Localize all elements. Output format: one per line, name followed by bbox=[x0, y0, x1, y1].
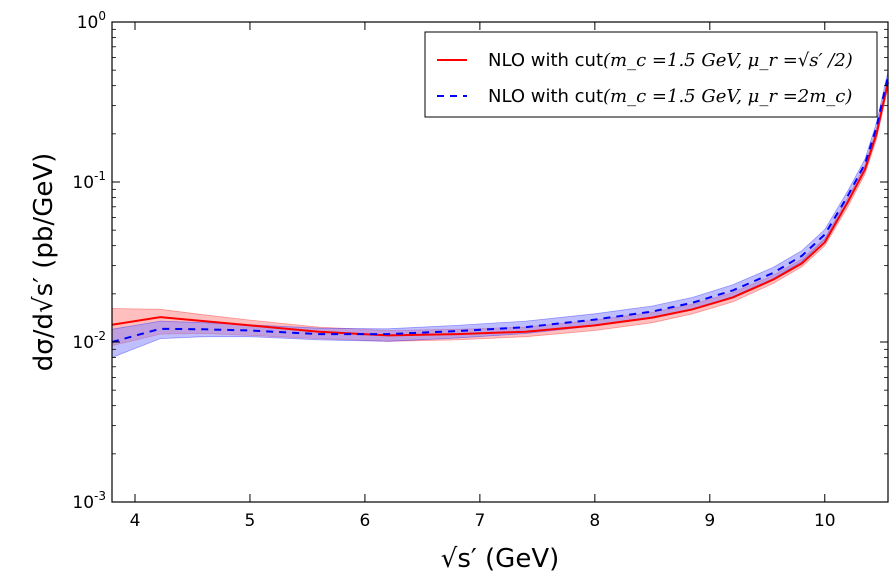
series-line-1 bbox=[111, 75, 889, 343]
x-tick-label: 6 bbox=[360, 511, 371, 531]
x-tick-label: 10 bbox=[814, 511, 836, 531]
y-tick-label: 10-1 bbox=[72, 169, 106, 193]
y-tick-label: 10-3 bbox=[72, 489, 106, 513]
plot-frame bbox=[111, 21, 889, 503]
legend-box bbox=[424, 31, 878, 118]
y-axis-label: dσ/d√s′ (pb/GeV) bbox=[29, 153, 59, 372]
legend: NLO with cut(m_c =1.5 GeV, μ_r =√s′ /2) … bbox=[424, 31, 878, 118]
x-tick-label: 4 bbox=[130, 511, 141, 531]
x-tick-label: 8 bbox=[589, 511, 600, 531]
x-axis-label: √s′ (GeV) bbox=[441, 544, 560, 574]
x-tick-label: 9 bbox=[704, 511, 715, 531]
y-tick-labels: 10-3 10-2 10-1 100 bbox=[72, 9, 106, 513]
series-line-0 bbox=[111, 82, 889, 337]
y-tick-label: 10-2 bbox=[72, 329, 106, 353]
legend-label-blue: NLO with cut(m_c =1.5 GeV, μ_r =2m_c) bbox=[488, 86, 852, 107]
axis-ticks bbox=[112, 21, 888, 503]
x-tick-label: 5 bbox=[245, 511, 256, 531]
y-tick-label: 100 bbox=[77, 9, 106, 33]
x-tick-label: 7 bbox=[474, 511, 485, 531]
legend-label-red: NLO with cut(m_c =1.5 GeV, μ_r =√s′ /2) bbox=[488, 50, 853, 71]
series-lines bbox=[111, 75, 889, 343]
x-tick-labels: 4 5 6 7 8 9 10 bbox=[130, 511, 836, 531]
